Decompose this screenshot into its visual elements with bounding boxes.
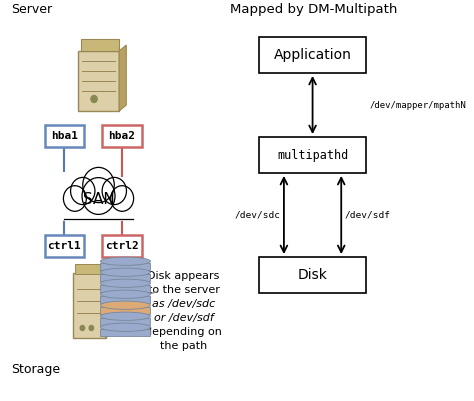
Circle shape [71, 177, 95, 205]
Ellipse shape [100, 268, 150, 276]
Text: /dev/sdf: /dev/sdf [345, 211, 391, 219]
Text: /dev/sdc: /dev/sdc [234, 211, 280, 219]
Text: Disk: Disk [298, 268, 328, 282]
FancyBboxPatch shape [259, 37, 366, 73]
Text: Disk appears: Disk appears [147, 271, 220, 281]
Circle shape [64, 186, 86, 211]
FancyBboxPatch shape [100, 263, 150, 269]
Circle shape [91, 95, 97, 103]
FancyBboxPatch shape [100, 318, 150, 324]
FancyBboxPatch shape [100, 296, 150, 302]
Polygon shape [119, 45, 126, 111]
Circle shape [89, 326, 93, 330]
Text: hba2: hba2 [108, 131, 135, 141]
FancyBboxPatch shape [100, 274, 150, 281]
FancyBboxPatch shape [45, 125, 84, 147]
FancyBboxPatch shape [259, 137, 366, 173]
FancyBboxPatch shape [102, 125, 142, 147]
Text: or /dev/sdf: or /dev/sdf [154, 313, 213, 323]
FancyBboxPatch shape [100, 307, 150, 314]
Text: depending on: depending on [145, 327, 222, 337]
Text: hba1: hba1 [51, 131, 78, 141]
Text: multipathd: multipathd [277, 148, 348, 162]
Ellipse shape [100, 257, 150, 265]
Text: ctrl1: ctrl1 [47, 241, 82, 251]
Text: Application: Application [273, 48, 352, 62]
FancyBboxPatch shape [259, 257, 366, 293]
FancyBboxPatch shape [100, 285, 150, 292]
Ellipse shape [100, 312, 150, 320]
FancyBboxPatch shape [45, 235, 84, 257]
Ellipse shape [100, 279, 150, 288]
Polygon shape [106, 269, 111, 338]
Ellipse shape [100, 290, 150, 298]
Circle shape [111, 186, 134, 211]
Ellipse shape [100, 323, 150, 331]
Text: SAN: SAN [82, 192, 114, 207]
FancyBboxPatch shape [78, 51, 119, 111]
FancyBboxPatch shape [81, 39, 119, 51]
FancyBboxPatch shape [102, 235, 142, 257]
Circle shape [80, 326, 85, 330]
FancyBboxPatch shape [100, 329, 150, 336]
Ellipse shape [100, 301, 150, 310]
Circle shape [82, 178, 115, 215]
Circle shape [83, 167, 114, 203]
Text: Mapped by DM-Multipath: Mapped by DM-Multipath [230, 3, 397, 16]
FancyBboxPatch shape [73, 273, 106, 338]
FancyBboxPatch shape [75, 264, 106, 274]
Text: the path: the path [160, 341, 207, 351]
FancyBboxPatch shape [64, 194, 133, 219]
Text: Storage: Storage [11, 363, 60, 376]
Circle shape [102, 177, 127, 205]
Text: to the server: to the server [148, 285, 219, 295]
Text: /dev/mapper/mpathN: /dev/mapper/mpathN [370, 101, 466, 109]
Text: ctrl2: ctrl2 [105, 241, 139, 251]
Text: as /dev/sdc: as /dev/sdc [152, 299, 215, 309]
Text: Server: Server [11, 3, 52, 16]
